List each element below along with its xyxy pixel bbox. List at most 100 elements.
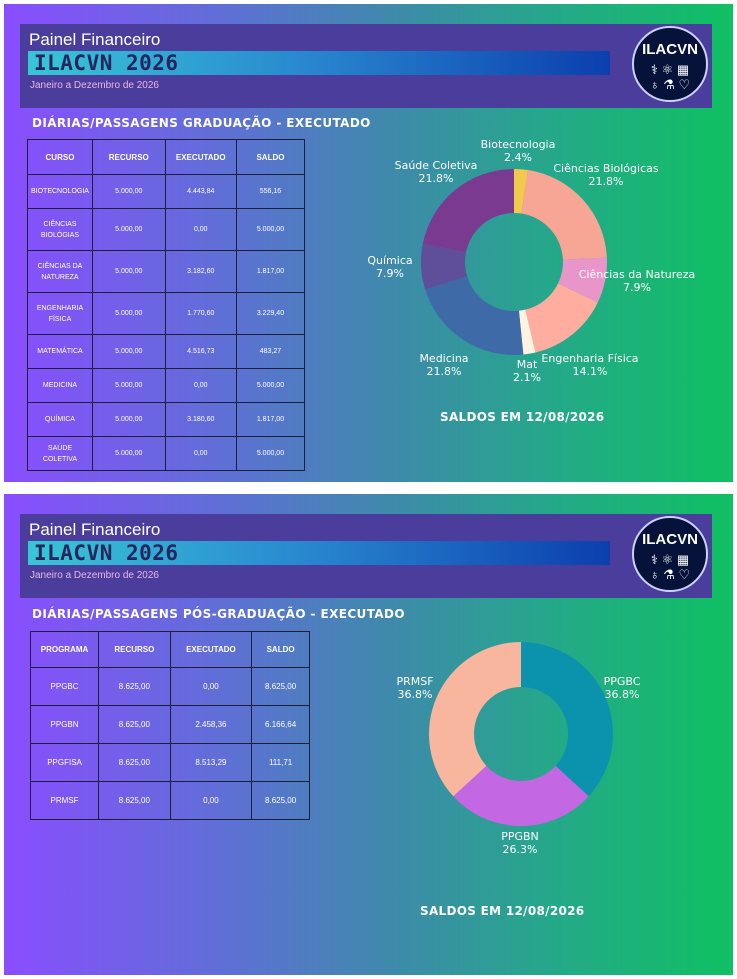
- slice-category-label: Ciências Biológicas: [553, 162, 658, 175]
- dna-icon: ⚕: [650, 62, 658, 77]
- brand-bar: [28, 541, 610, 565]
- logo-text: ILACVN: [642, 531, 698, 548]
- table-cell: BIOTECNOLOGIA: [27, 174, 93, 209]
- section-title: DIÁRIAS/PASSAGENS GRADUAÇÃO - EXECUTADO: [32, 116, 371, 130]
- period-label: Janeiro a Dezembro de 2026: [30, 80, 159, 91]
- donut-slice: [429, 642, 521, 797]
- table-cell: 2.458,36: [169, 705, 253, 744]
- dna-icon: ⚕: [650, 552, 658, 567]
- table-cell: 111,71: [251, 743, 310, 782]
- slice-category-label: Mat: [517, 358, 538, 371]
- column-header: SALDO: [235, 139, 306, 175]
- slice-category-label: PPGBN: [501, 830, 539, 843]
- flask-icon: ⚗: [663, 567, 675, 582]
- table-row: PPGBC 8.625,00 0,00 8.625,00: [29, 667, 310, 706]
- slice-percent-label: 36.8%: [605, 688, 640, 701]
- slice-category-label: Química: [367, 254, 412, 267]
- table-cell: PPGBC: [29, 667, 100, 706]
- table-row: MEDICINA 5.000,00 0,00 5.000,00: [27, 368, 306, 403]
- care-hands-icon: ♡: [678, 567, 691, 582]
- slice-percent-label: 36.8%: [398, 688, 433, 701]
- table-cell: 8.625,00: [98, 705, 171, 744]
- table-cell: 556,16: [235, 174, 306, 209]
- pos-graduacao-table: PROGRAMA RECURSO EXECUTADO SALDO PPGBC 8.625…: [29, 631, 310, 820]
- table-cell: 0,00: [164, 208, 237, 251]
- panel-pos-graduacao: Painel Financeiro ILACVN 2026 Janeiro a …: [4, 494, 733, 975]
- slice-percent-label: 7.9%: [376, 267, 404, 280]
- slice-percent-label: 14.1%: [573, 365, 608, 378]
- table-cell: 1.770,60: [164, 292, 237, 335]
- donut-slice: [521, 642, 613, 797]
- table-body: PPGBC 8.625,00 0,00 8.625,00 PPGBN 8.625,00 2.…: [29, 667, 310, 820]
- flask-icon: ⚗: [663, 77, 675, 92]
- donut-slice: [422, 169, 514, 253]
- table-header-row: PROGRAMA RECURSO EXECUTADO SALDO: [29, 631, 310, 668]
- slice-percent-label: 21.8%: [427, 365, 462, 378]
- donut-slice: [525, 283, 598, 353]
- table-cell: 0,00: [169, 667, 253, 706]
- table-cell: SAÚDE COLETIVA: [27, 436, 93, 471]
- donut-slice: [514, 169, 528, 214]
- slice-category-label: Medicina: [419, 352, 468, 365]
- table-cell: 5.000,00: [235, 368, 306, 403]
- table-cell: 8.625,00: [251, 781, 310, 820]
- saldo-label: SALDOS EM 12/08/2026: [440, 410, 605, 424]
- slice-percent-label: 26.3%: [503, 843, 538, 856]
- donut-slice: [453, 765, 589, 826]
- column-header: EXECUTADO: [169, 631, 253, 668]
- table-row: MATEMÁTICA 5.000,00 4.516,73 483,27: [27, 334, 306, 369]
- brand-title: ILACVN 2026: [34, 541, 179, 565]
- slice-category-label: Ciências da Natureza: [579, 268, 696, 281]
- atom-icon: ⚛: [661, 62, 674, 77]
- period-label: Janeiro a Dezembro de 2026: [30, 570, 159, 581]
- donut-slice: [558, 257, 607, 303]
- table-cell: 5.000,00: [91, 334, 166, 369]
- slice-percent-label: 2.4%: [504, 151, 532, 164]
- table-row: SAÚDE COLETIVA 5.000,00 0,00 5.000,00: [27, 436, 306, 471]
- table-cell: 3.229,40: [235, 292, 306, 335]
- calculator-icon: ▦: [676, 62, 690, 77]
- slice-percent-label: 7.9%: [623, 281, 651, 294]
- slice-percent-label: 21.8%: [419, 172, 454, 185]
- table-cell: 5.000,00: [91, 402, 166, 437]
- slice-category-label: Engenharia Física: [541, 352, 638, 365]
- donut-slice: [518, 309, 536, 355]
- table-row: QUÍMICA 5.000,00 3.180,60 1.817,00: [27, 402, 306, 437]
- ilacvn-logo: ILACVN ⚕ ⚛ ▦ ♁ ⚗ ♡: [632, 26, 708, 102]
- brand-bar: [28, 51, 610, 75]
- table-cell: CIÊNCIAS DA NATUREZA: [27, 250, 93, 293]
- slice-category-label: PRMSF: [396, 675, 433, 688]
- logo-text: ILACVN: [642, 41, 698, 58]
- header-title: Painel Financeiro: [29, 520, 161, 539]
- logo-icons: ⚕ ⚛ ▦ ♁ ⚗ ♡: [634, 62, 706, 92]
- table-row: BIOTECNOLOGIA 5.000,00 4.443,84 556,16: [27, 174, 306, 209]
- graduacao-table: CURSO RECURSO EXECUTADO SALDO BIOTECNOLOGIA…: [27, 139, 306, 471]
- table-cell: 0,00: [169, 781, 253, 820]
- column-header: SALDO: [251, 631, 310, 668]
- panel-graduacao: Painel Financeiro ILACVN 2026 Janeiro a …: [4, 4, 733, 482]
- table-cell: 8.625,00: [251, 667, 310, 706]
- stethoscope-icon: ♁: [649, 77, 660, 92]
- header: Painel Financeiro ILACVN 2026 Janeiro a …: [20, 24, 712, 108]
- table-cell: 8.625,00: [98, 743, 171, 782]
- section-title: DIÁRIAS/PASSAGENS PÓS-GRADUAÇÃO - EXECUT…: [32, 607, 406, 621]
- donut-slice: [425, 276, 524, 355]
- table-cell: 4.443,84: [164, 174, 237, 209]
- table-cell: 0,00: [164, 436, 237, 471]
- donut-slice: [521, 170, 607, 260]
- header-title: Painel Financeiro: [29, 30, 161, 49]
- table-cell: 5.000,00: [235, 436, 306, 471]
- slice-percent-label: 21.8%: [589, 175, 624, 188]
- stethoscope-icon: ♁: [649, 567, 660, 582]
- atom-icon: ⚛: [661, 552, 674, 567]
- table-cell: PRMSF: [29, 781, 100, 820]
- saldo-label: SALDOS EM 12/08/2026: [420, 904, 585, 918]
- column-header: PROGRAMA: [29, 631, 100, 668]
- table-row: PPGBN 8.625,00 2.458,36 6.166,64: [29, 705, 310, 744]
- table-cell: 4.516,73: [164, 334, 237, 369]
- slice-category-label: Saúde Coletiva: [395, 159, 478, 172]
- table-body: BIOTECNOLOGIA 5.000,00 4.443,84 556,16 CIÊNC…: [27, 174, 306, 471]
- table-cell: 483,27: [235, 334, 306, 369]
